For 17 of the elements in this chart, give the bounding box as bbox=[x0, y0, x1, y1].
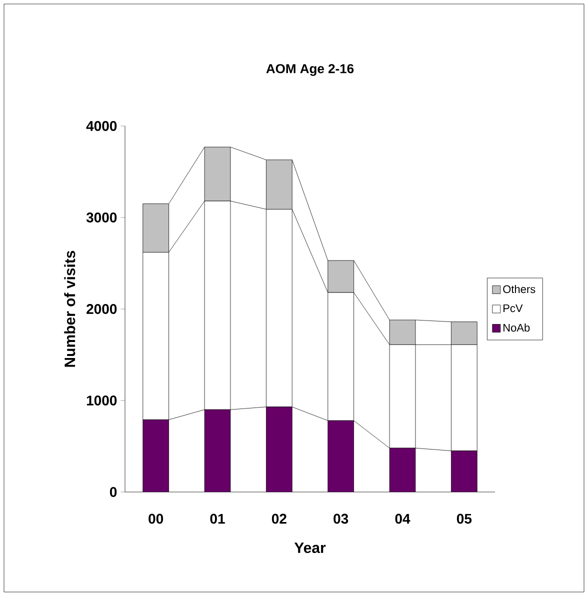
x-tick-label: 00 bbox=[148, 514, 164, 524]
x-tick-label: 05 bbox=[456, 514, 472, 524]
y-tick-label: 3000 bbox=[86, 212, 117, 222]
x-tick-label: 04 bbox=[395, 514, 410, 524]
chart-title: AOM Age 2-16 bbox=[266, 64, 354, 76]
y-axis-title: Number of visits bbox=[64, 250, 76, 367]
x-tick-label: 03 bbox=[334, 514, 348, 524]
x-tick-label: 01 bbox=[210, 514, 225, 524]
legend-label: NoAb bbox=[504, 324, 530, 332]
legend-label: PcV bbox=[504, 304, 523, 312]
x-axis-title: Year bbox=[294, 542, 326, 554]
legend-label: Others bbox=[503, 284, 536, 294]
y-tick-label: 1000 bbox=[86, 396, 117, 406]
x-tick-label: 02 bbox=[272, 514, 286, 524]
y-tick-label: 0 bbox=[110, 487, 117, 497]
y-tick-label: 2000 bbox=[86, 304, 117, 314]
y-tick-label: 4000 bbox=[86, 121, 117, 131]
